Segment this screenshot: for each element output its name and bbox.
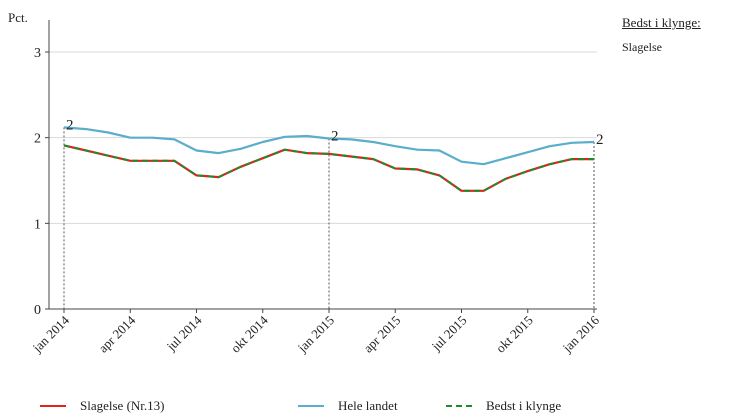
- y-tick-label: 2: [34, 132, 41, 147]
- annotation-label: 2: [331, 129, 339, 145]
- legend-label: Slagelse (Nr.13): [80, 398, 165, 413]
- x-tick-label: apr 2015: [360, 313, 403, 356]
- best-in-cluster-title: Bedst i klynge:: [622, 15, 701, 30]
- best-in-cluster-value: Slagelse: [622, 40, 662, 54]
- legend-label: Hele landet: [338, 398, 398, 413]
- x-tick-label: apr 2014: [95, 312, 138, 355]
- legend-swatch-blue: [298, 405, 324, 407]
- x-tick-label: jan 2016: [559, 312, 603, 356]
- x-tick-label: jul 2015: [428, 313, 470, 355]
- y-tick-label: 0: [34, 303, 41, 318]
- legend-label: Bedst i klynge: [486, 398, 562, 413]
- x-tick-label: jan 2015: [294, 313, 337, 356]
- legend-swatch-green: [446, 405, 472, 407]
- axes: [45, 20, 597, 313]
- line-chart: 0 1 2 3 Pct. jan 2014 apr 2014 jul 2014 okt 2014…: [8, 10, 604, 356]
- y-tick-label: 1: [34, 217, 41, 232]
- series-lines: [63, 126, 595, 192]
- annotation-guides: [63, 127, 595, 309]
- annotations: 2 2 2: [66, 117, 604, 148]
- legend: Slagelse (Nr.13) Hele landet Bedst i kly…: [0, 398, 731, 418]
- x-tick-label: jan 2014: [29, 312, 73, 356]
- legend-item-bedst-i-klynge: Bedst i klynge: [446, 398, 561, 414]
- series-line-2: [63, 144, 594, 192]
- x-tick-label: okt 2014: [228, 312, 271, 355]
- y-axis-label: Pct.: [8, 10, 28, 25]
- legend-swatch-red: [40, 405, 66, 407]
- annotation-label: 2: [66, 117, 74, 133]
- x-tick-label: okt 2015: [493, 313, 536, 356]
- x-tick-label: jul 2014: [163, 312, 205, 354]
- series-line-1: [63, 126, 595, 166]
- tick-labels: 0 1 2 3 Pct. jan 2014 apr 2014 jul 2014 okt 2014…: [8, 10, 602, 356]
- legend-item-hele-landet: Hele landet: [298, 398, 398, 414]
- annotation-label: 2: [596, 132, 604, 148]
- y-tick-label: 3: [34, 46, 41, 61]
- legend-item-slagelse: Slagelse (Nr.13): [40, 398, 164, 414]
